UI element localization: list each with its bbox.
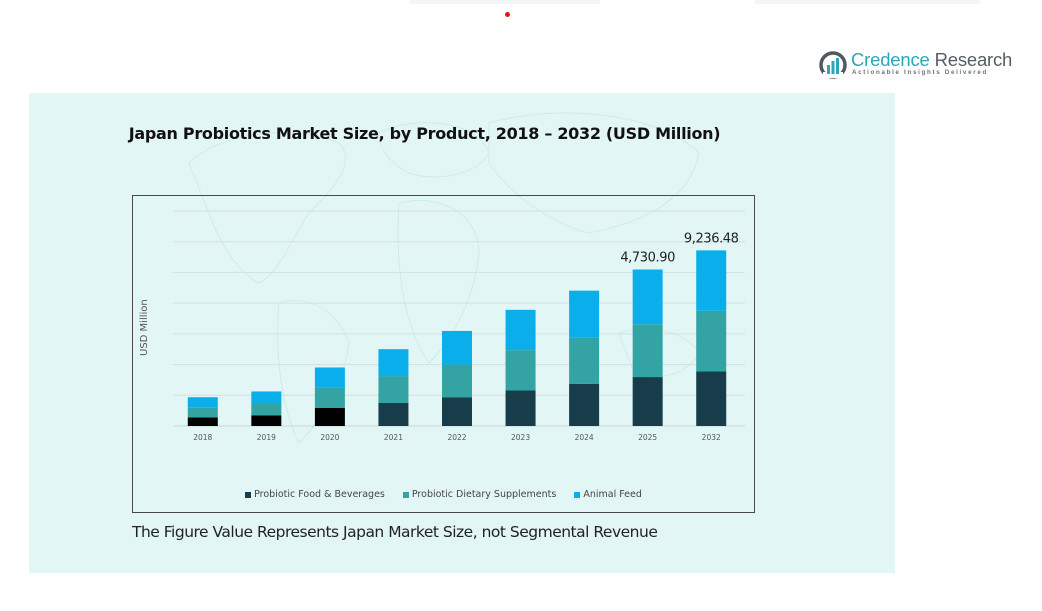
bar-segment-probiotic-food-beverages-2020: [314, 407, 345, 426]
bar-segment-probiotic-food-beverages-2021: [378, 402, 409, 426]
legend-label-animal-feed: Animal Feed: [583, 489, 642, 500]
top-bar-left: [410, 0, 600, 4]
x-tick-label: 2025: [638, 433, 657, 442]
bar-segment-probiotic-dietary-supplements-2019: [251, 402, 282, 416]
bar-segment-probiotic-dietary-supplements-2020: [314, 387, 345, 408]
logo-chart-icon: [819, 51, 847, 79]
bar-segment-probiotic-dietary-supplements-2032: [696, 310, 727, 372]
bar-segment-probiotic-dietary-supplements-2024: [569, 337, 600, 384]
legend-swatch-dietary-supplements: [402, 491, 409, 498]
bar-segment-animal-feed-2018: [187, 397, 218, 408]
credence-research-logo: Credence Research Actionable Insights De…: [819, 49, 1012, 81]
bar-segment-probiotic-food-beverages-2032: [696, 371, 727, 426]
bar-segment-animal-feed-2022: [442, 330, 472, 365]
bar-segment-probiotic-food-beverages-2024: [569, 383, 600, 426]
chart-footnote: The Figure Value Represents Japan Market…: [132, 523, 658, 541]
legend-item-food-beverages: Probiotic Food & Beverages: [245, 489, 385, 500]
logo-name: Credence Research: [851, 49, 1012, 71]
x-tick-label: 2024: [575, 433, 594, 442]
x-tick-label: 2019: [257, 433, 276, 442]
bar-segment-probiotic-dietary-supplements-2025: [632, 324, 663, 378]
chart-legend: Probiotic Food & Beverages Probiotic Die…: [133, 489, 754, 500]
red-dot-marker: [505, 12, 510, 17]
bar-segment-animal-feed-2032: [696, 250, 727, 311]
bar-segment-probiotic-dietary-supplements-2022: [442, 364, 472, 398]
bar-segment-animal-feed-2020: [314, 367, 345, 388]
bar-segment-probiotic-food-beverages-2018: [187, 417, 218, 426]
x-tick-label: 2021: [384, 433, 403, 442]
legend-label-dietary-supplements: Probiotic Dietary Supplements: [411, 489, 557, 500]
bar-segment-probiotic-food-beverages-2023: [505, 390, 536, 426]
bar-segment-animal-feed-2021: [378, 349, 409, 377]
logo-name-credence: Credence: [851, 49, 930, 70]
top-bar-right: [755, 0, 980, 4]
chart-panel: Japan Probiotics Market Size, by Product…: [29, 93, 895, 573]
data-label-2025: 4,730.90: [620, 251, 675, 266]
bar-segment-probiotic-food-beverages-2025: [632, 377, 663, 426]
x-tick-label: 2023: [511, 433, 530, 442]
logo-tagline: Actionable Insights Delivered: [852, 69, 988, 76]
x-tick-label: 2020: [320, 433, 339, 442]
bar-segment-animal-feed-2024: [569, 290, 600, 338]
chart-title: Japan Probiotics Market Size, by Product…: [128, 124, 721, 143]
bar-segment-probiotic-food-beverages-2022: [442, 397, 472, 426]
legend-label-food-beverages: Probiotic Food & Beverages: [254, 489, 385, 500]
bar-segment-probiotic-dietary-supplements-2021: [378, 376, 409, 403]
bar-segment-animal-feed-2023: [505, 309, 536, 351]
bar-segment-probiotic-food-beverages-2019: [251, 415, 282, 426]
x-tick-label: 2022: [447, 433, 466, 442]
bar-segment-animal-feed-2025: [632, 269, 663, 325]
data-label-2032: 9,236.48: [684, 231, 739, 246]
x-tick-label: 2018: [193, 433, 212, 442]
legend-swatch-animal-feed: [574, 491, 581, 498]
legend-item-animal-feed: Animal Feed: [574, 489, 642, 500]
y-axis-label: USD Million: [139, 299, 150, 356]
legend-item-dietary-supplements: Probiotic Dietary Supplements: [402, 489, 557, 500]
bar-segment-animal-feed-2019: [251, 391, 282, 403]
plot-area: 2018 2019 2020 2021 2022 2023 2024 2025 4,730.90…: [132, 195, 755, 513]
bar-chart-svg: 2018 2019 2020 2021 2022 2023 2024 2025 4,730.90…: [173, 210, 745, 442]
x-tick-label: 2032: [702, 433, 721, 442]
bar-segment-probiotic-dietary-supplements-2018: [187, 407, 218, 418]
legend-swatch-food-beverages: [245, 491, 252, 498]
bar-segment-probiotic-dietary-supplements-2023: [505, 350, 536, 391]
logo-name-research: Research: [929, 49, 1013, 70]
